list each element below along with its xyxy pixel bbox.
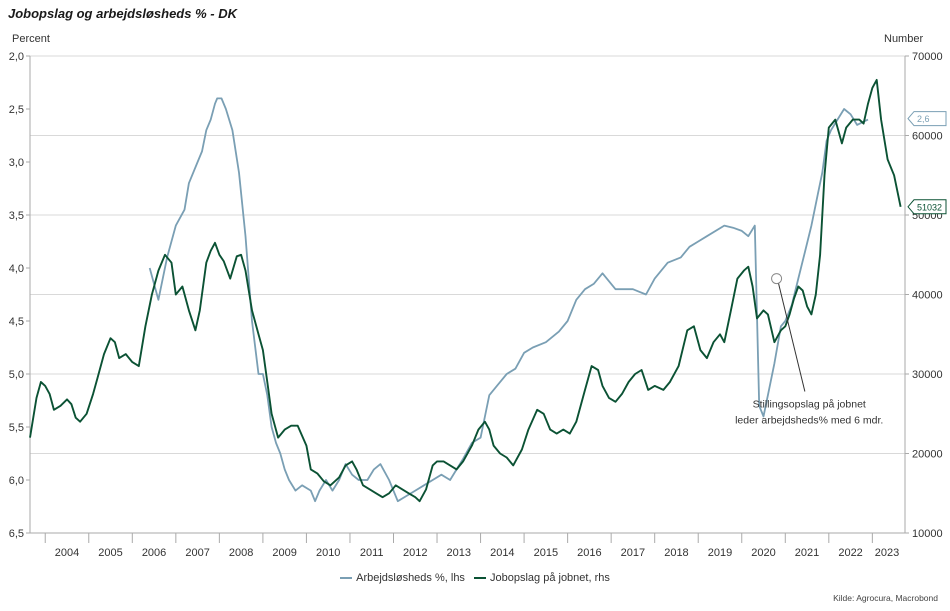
x-tick-label-1: 2005 <box>98 547 122 559</box>
end-label-jobs-box <box>907 199 947 215</box>
x-tick-label-3: 2007 <box>185 547 209 559</box>
x-tick-label-13: 2017 <box>621 547 645 559</box>
x-tick-label-4: 2008 <box>229 547 253 559</box>
series-line-unemployment <box>148 97 869 503</box>
x-tick-label-7: 2011 <box>360 547 384 559</box>
right-tick-label-0: 10000 <box>912 528 943 540</box>
end-label-unemployment-label: 2,6 <box>917 114 930 124</box>
x-tick-label-2: 2006 <box>142 547 166 559</box>
line-chart: 2,0 2,5 3,0 3,5 4,0 4,5 5,0 5,5 6,0 6,5 10000 20000… <box>9 51 947 559</box>
left-tick-label-4: 4,0 <box>9 263 24 275</box>
end-label-jobs-label: 51032 <box>917 202 942 212</box>
x-tick-label-16: 2020 <box>751 547 775 559</box>
left-tick-label-1: 2,5 <box>9 104 24 116</box>
left-tick-label-5: 4,5 <box>9 316 24 328</box>
right-tick-label-3: 40000 <box>912 290 943 302</box>
left-tick-label-2: 3,0 <box>9 157 24 169</box>
series-line-jobs <box>29 78 902 503</box>
legend-swatch-unemployment <box>340 577 353 579</box>
right-tick-label-2: 30000 <box>912 369 943 381</box>
left-tick-label-9: 6,5 <box>9 528 24 540</box>
annotation-arrow <box>778 283 806 392</box>
left-tick-label-8: 6,0 <box>9 475 24 487</box>
x-tick-label-10: 2014 <box>490 547 514 559</box>
left-tick-label-3: 3,5 <box>9 210 24 222</box>
right-tick-label-5: 60000 <box>912 131 943 143</box>
x-tick-label-8: 2012 <box>403 547 427 559</box>
x-tick-label-15: 2019 <box>708 547 732 559</box>
legend-item-jobs: Jobopslag på jobnet, rhs <box>474 572 610 584</box>
legend-item-unemployment: Arbejdsløsheds %, lhs <box>340 572 465 584</box>
x-tick-label-0: 2004 <box>55 547 79 559</box>
x-tick-label-11: 2015 <box>534 547 558 559</box>
chart-title: Jobopslag og arbejdsløsheds % - DK <box>8 6 237 21</box>
x-tick-label-6: 2010 <box>316 547 340 559</box>
legend-label-unemployment: Arbejdsløsheds %, lhs <box>356 572 465 584</box>
left-tick-label-0: 2,0 <box>9 51 24 63</box>
end-label-unemployment-box <box>907 111 947 127</box>
annotation-text-line-2: leder arbejdsheds% med 6 mdr. <box>735 414 883 426</box>
right-axis-title: Number <box>884 33 924 45</box>
x-tick-label-14: 2018 <box>664 547 688 559</box>
x-tick-label-12: 2016 <box>577 547 601 559</box>
annotation-text-line-1: Stillingsopslag på jobnet <box>753 398 866 410</box>
source-note: Kilde: Agrocura, Macrobond <box>833 593 938 603</box>
legend-swatch-jobs <box>474 577 486 579</box>
left-tick-label-7: 5,5 <box>9 422 24 434</box>
annotation-circle <box>771 273 783 285</box>
legend-label-jobs: Jobopslag på jobnet, rhs <box>490 572 610 584</box>
x-tick-label-19: 2023 <box>875 547 899 559</box>
right-tick-label-6: 70000 <box>912 51 943 63</box>
left-tick-label-6: 5,0 <box>9 369 24 381</box>
x-tick-label-18: 2022 <box>838 547 862 559</box>
right-tick-label-1: 20000 <box>912 449 943 461</box>
left-axis-title: Percent <box>12 33 50 45</box>
legend: Arbejdsløsheds %, lhs Jobopslag på jobne… <box>0 570 950 584</box>
x-tick-label-5: 2009 <box>272 547 296 559</box>
x-tick-label-9: 2013 <box>447 547 471 559</box>
x-tick-label-17: 2021 <box>795 547 819 559</box>
